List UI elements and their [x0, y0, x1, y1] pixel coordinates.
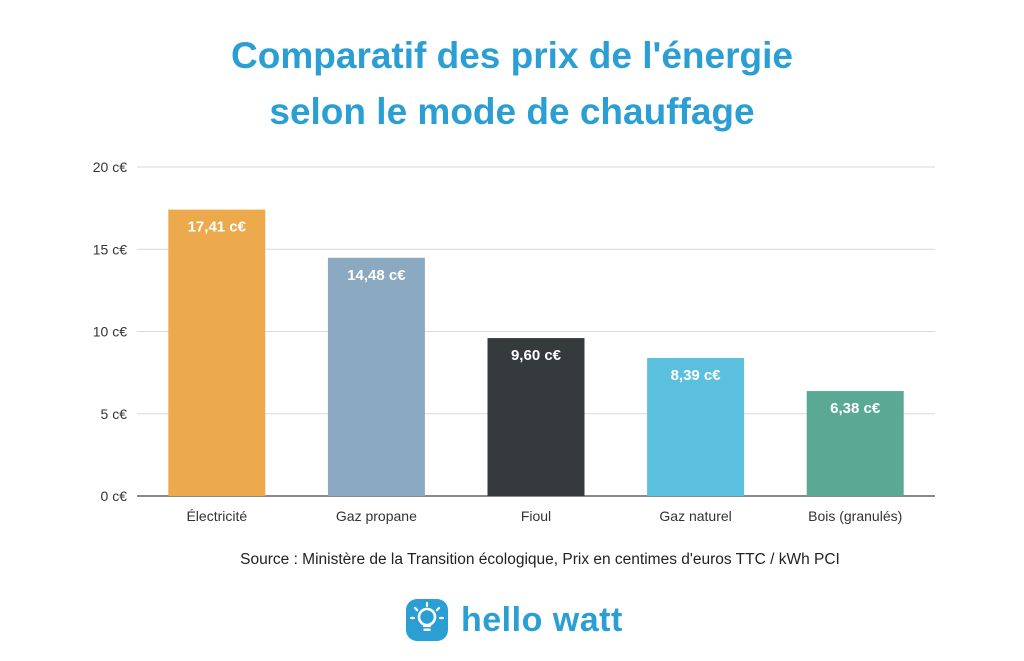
chart-title-line-2: selon le mode de chauffage [269, 91, 755, 132]
x-tick-label: Gaz naturel [659, 508, 731, 524]
source-note: Source : Ministère de la Transition écol… [240, 551, 840, 568]
bar [487, 338, 585, 496]
bar [327, 257, 425, 496]
bar [647, 357, 745, 496]
bar-value-label: 8,39 c€ [671, 367, 722, 384]
x-tick-label: Fioul [521, 508, 551, 524]
brand-logo: hello watt [405, 594, 623, 646]
bar-value-label: 6,38 c€ [830, 400, 881, 417]
bar-value-label: 17,41 c€ [188, 219, 247, 236]
x-tick-label: Gaz propane [336, 508, 417, 524]
bar [168, 209, 266, 496]
x-tick-label: Électricité [186, 508, 247, 524]
lightbulb-icon [406, 599, 448, 641]
bar-value-label: 9,60 c€ [511, 347, 562, 364]
y-tick-label: 20 c€ [93, 159, 127, 175]
y-tick-label: 10 c€ [93, 324, 127, 340]
brand-name: hello watt [461, 600, 623, 639]
chart-title: Comparatif des prix de l'énergie selon l… [0, 28, 1024, 140]
y-tick-label: 15 c€ [93, 241, 127, 257]
bar-value-label: 14,48 c€ [347, 267, 406, 284]
bar [806, 391, 904, 496]
x-tick-label: Bois (granulés) [808, 508, 902, 524]
bar-chart: 0 c€ 5 c€ 10 c€ 15 c€ 20 c€ 17,41 c€ Électrici… [93, 159, 935, 524]
chart-title-line-1: Comparatif des prix de l'énergie [231, 35, 793, 76]
y-tick-label: 5 c€ [101, 406, 128, 422]
y-tick-label: 0 c€ [101, 488, 128, 504]
